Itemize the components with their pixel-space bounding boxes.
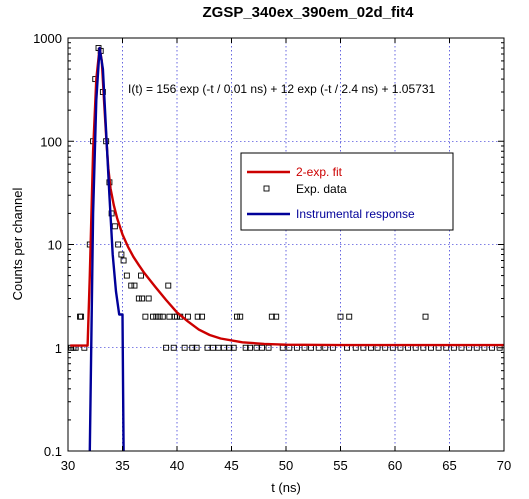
data-point xyxy=(226,344,233,351)
data-point xyxy=(139,295,146,302)
data-point xyxy=(346,313,353,320)
axis-ticks xyxy=(67,37,505,452)
x-tick-label: 55 xyxy=(333,458,347,473)
x-tick-label: 40 xyxy=(170,458,184,473)
data-point xyxy=(220,344,227,351)
data-point xyxy=(111,223,118,230)
data-point xyxy=(199,313,206,320)
data-point xyxy=(150,313,156,320)
data-point xyxy=(233,313,240,320)
data-point xyxy=(78,313,85,320)
data-point xyxy=(165,282,172,289)
legend-label-data: Exp. data xyxy=(296,182,347,196)
data-point xyxy=(159,313,166,320)
y-tick-label: 0.1 xyxy=(44,444,62,459)
legend: 2-exp. fit Exp. data Instrumental respon… xyxy=(240,152,454,231)
data-point xyxy=(259,344,265,351)
y-tick-label: 10 xyxy=(48,238,62,253)
series-line-instrumental-response xyxy=(88,46,125,452)
legend-label-fit: 2-exp. fit xyxy=(296,165,343,179)
plot-series xyxy=(68,45,504,452)
data-point xyxy=(184,313,191,320)
data-point xyxy=(120,257,127,264)
grid xyxy=(68,38,504,451)
data-point xyxy=(194,313,201,320)
legend-data-square-marker xyxy=(263,185,270,192)
data-point xyxy=(115,241,122,248)
tick-labels: 30 35 40 45 50 55 60 65 70 0.1 1 10 100 1000 xyxy=(33,31,511,473)
data-point xyxy=(230,344,237,351)
data-point xyxy=(422,313,429,320)
data-point xyxy=(135,295,142,302)
x-tick-label: 65 xyxy=(442,458,456,473)
data-point xyxy=(131,282,138,289)
data-point xyxy=(142,313,149,320)
data-point xyxy=(163,344,170,351)
data-point xyxy=(166,313,173,320)
data-point xyxy=(237,313,244,320)
x-tick-label: 50 xyxy=(279,458,293,473)
data-point xyxy=(337,313,344,320)
x-tick-label: 60 xyxy=(388,458,402,473)
x-axis-label: t (ns) xyxy=(271,480,301,495)
x-tick-label: 30 xyxy=(61,458,75,473)
data-point xyxy=(153,313,160,320)
fit-equation-annotation: I(t) = 156 exp (-t / 0.01 ns) + 12 exp (… xyxy=(128,82,435,96)
data-point xyxy=(181,344,188,351)
y-axis-label: Counts per channel xyxy=(10,188,25,301)
y-tick-label: 1000 xyxy=(33,31,62,46)
data-point xyxy=(128,282,135,289)
x-tick-label: 35 xyxy=(115,458,129,473)
data-point xyxy=(145,295,152,302)
x-tick-label: 45 xyxy=(224,458,238,473)
x-tick-label: 70 xyxy=(497,458,511,473)
data-point xyxy=(138,272,144,279)
data-point xyxy=(123,272,130,279)
data-point xyxy=(118,251,125,258)
data-point xyxy=(193,344,200,351)
y-tick-label: 100 xyxy=(40,134,62,149)
data-point xyxy=(247,344,253,351)
data-point xyxy=(170,344,177,351)
data-point xyxy=(189,344,196,351)
chart-title: ZGSP_340ex_390em_02d_fit4 xyxy=(203,4,415,21)
data-point xyxy=(171,313,178,320)
data-point xyxy=(268,313,275,320)
data-point xyxy=(242,344,249,351)
legend-box xyxy=(240,152,454,231)
legend-label-irf: Instrumental response xyxy=(296,207,415,221)
data-point xyxy=(156,313,163,320)
data-point xyxy=(273,313,280,320)
y-tick-label: 1 xyxy=(55,341,62,356)
